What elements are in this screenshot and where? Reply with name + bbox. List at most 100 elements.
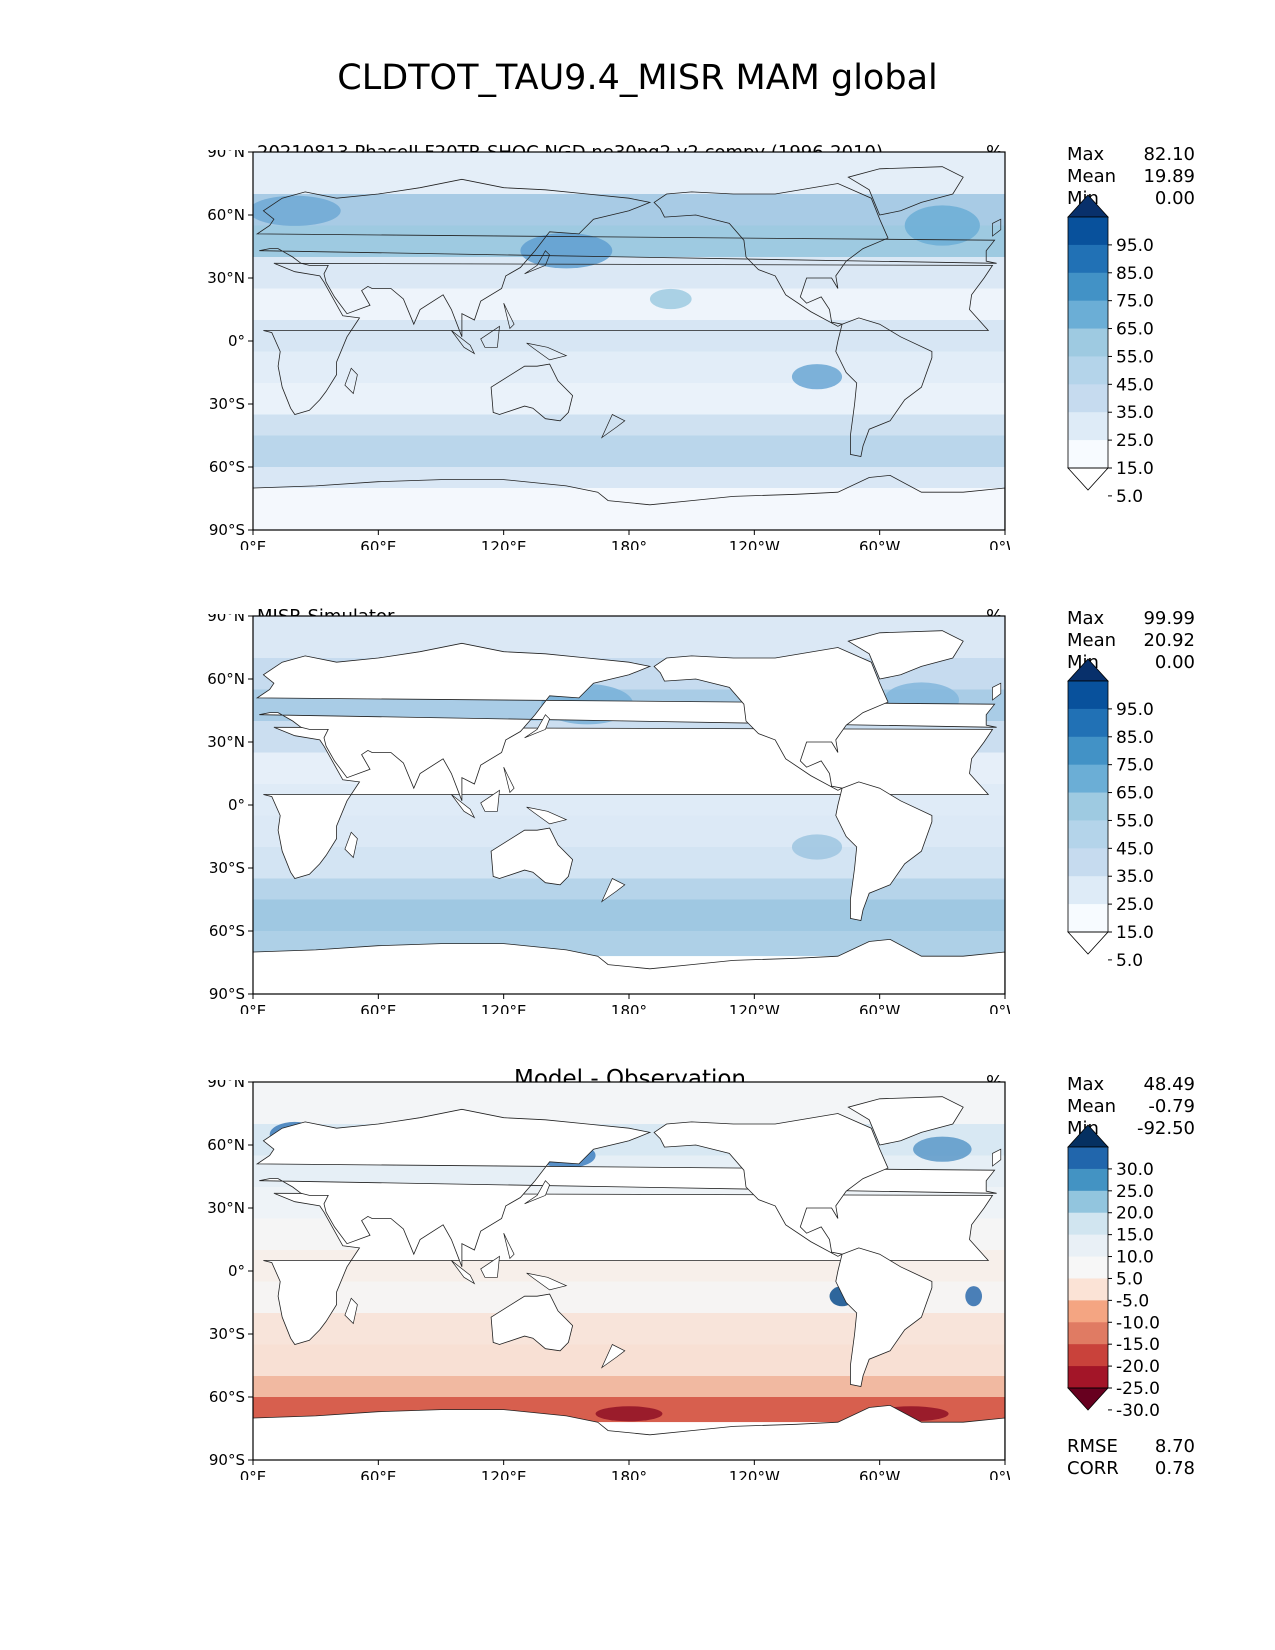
field-feature: [904, 205, 980, 246]
stat-rmse-label: RMSE: [1067, 1436, 1118, 1457]
lon-tick-label: 0°W: [989, 1002, 1010, 1014]
colorbar-segment: [1068, 1300, 1108, 1323]
coastline: [847, 166, 964, 216]
colorbar-extend-top: [1067, 658, 1109, 682]
coastline: [653, 647, 889, 791]
colorbar-tick-label: 55.0: [1116, 347, 1154, 367]
field-feature: [520, 233, 613, 269]
coastline: [503, 303, 515, 330]
figure-title: CLDTOT_TAU9.4_MISR MAM global: [337, 58, 938, 98]
coastline: [451, 794, 476, 819]
colorbar-tick-label: 25.0: [1116, 1182, 1154, 1202]
lat-tick-label: 60°S: [209, 922, 245, 940]
lat-tick-label: 90°N: [207, 1080, 245, 1091]
coastline: [480, 789, 500, 812]
lat-tick-label: 90°N: [207, 150, 245, 161]
colorbar-tick-label: -15.0: [1116, 1335, 1160, 1355]
stats-block: Max 48.49 Mean -0.79 Min -92.50: [1067, 1074, 1195, 1140]
coastline: [526, 806, 568, 825]
coastline: [524, 1180, 551, 1205]
lon-tick-label: 120°W: [729, 538, 780, 550]
stat-rmse-value: 8.70: [1154, 1436, 1195, 1457]
colorbar-segment: [1068, 820, 1108, 849]
lon-tick-label: 180°: [611, 1468, 647, 1480]
colorbar-tick-label: 15.0: [1116, 459, 1154, 479]
stat-max-value: 48.49: [1143, 1074, 1195, 1095]
stat-mean-value: 19.89: [1143, 166, 1195, 187]
colorbar-tick-label: 45.0: [1116, 375, 1154, 395]
field-band: [253, 351, 1005, 383]
field-band: [253, 1376, 1005, 1397]
panel-model: 20210813.PhaseII.F20TR-SHOC.NGD.ne30pg2.…: [0, 142, 1275, 610]
lon-tick-label: 0°W: [989, 1468, 1010, 1480]
colorbar-tick-label: 10.0: [1116, 1248, 1154, 1268]
colorbar-extend-bottom: [1067, 1387, 1109, 1411]
colorbar-tick-label: 65.0: [1116, 320, 1154, 340]
colorbar-segment: [1068, 764, 1108, 794]
colorbar-segment: [1068, 736, 1108, 766]
field-band: [253, 383, 1005, 415]
colorbar-segment: [1068, 244, 1108, 274]
colorbar-tick-label: -10.0: [1116, 1313, 1160, 1333]
coastline: [255, 178, 997, 337]
lat-tick-label: 90°S: [209, 985, 245, 1003]
field-band: [253, 257, 1005, 289]
coastline: [600, 414, 626, 439]
colorbar-segment: [1068, 272, 1108, 302]
stat-mean-label: Mean: [1067, 166, 1117, 187]
colorbar-tick-label: 65.0: [1116, 784, 1154, 804]
colorbar: 95.0 85.0 75.0 65.0 55.0 45.0 35.0 25.0 15.0 5.0: [1067, 658, 1154, 971]
coastline: [451, 1260, 476, 1285]
colorbar-tick-label: 55.0: [1116, 811, 1154, 831]
field-band: [253, 414, 1005, 436]
colorbar-segment: [1068, 300, 1108, 330]
lon-tick-label: 60°E: [360, 1002, 396, 1014]
colorbar: 95.0 85.0 75.0 65.0 55.0 45.0 35.0 25.0 15.0 5.0: [1067, 194, 1154, 507]
lat-tick-label: 30°N: [207, 733, 245, 751]
lon-tick-label: 60°W: [859, 1002, 901, 1014]
panel-difference: Model - Observation % 90°N60°N30°N0°30°S…: [0, 1066, 1275, 1540]
stat-corr-value: 0.78: [1154, 1458, 1195, 1479]
stat-max-label: Max: [1067, 1074, 1105, 1095]
colorbar-segment: [1068, 1147, 1108, 1170]
stat-corr-label: CORR: [1067, 1458, 1119, 1479]
coastline: [653, 183, 889, 327]
coastline: [524, 250, 551, 275]
coastline: [253, 1404, 1005, 1460]
field-band: [253, 878, 1005, 900]
map-field: [253, 152, 1005, 530]
lat-tick-label: 90°S: [209, 521, 245, 539]
colorbar-tick-label: 35.0: [1116, 403, 1154, 423]
colorbar-tick-label: 95.0: [1116, 700, 1154, 720]
map-model: 90°N 60°N 30°N 0° 30°S 60°S 90°S0°E 60°E 120°E 18…: [207, 150, 1010, 550]
coastline: [344, 367, 358, 395]
colorbar-segment: [1068, 792, 1108, 821]
colorbar-segment: [1068, 1366, 1108, 1389]
lon-tick-label: 60°W: [859, 1468, 901, 1480]
coastline: [835, 317, 933, 457]
coastline: [835, 781, 933, 921]
lat-tick-label: 30°N: [207, 269, 245, 287]
stat-min-value: 0.00: [1154, 652, 1195, 673]
coastline: [847, 630, 964, 680]
coastline: [263, 1192, 994, 1345]
coastline: [490, 1293, 574, 1352]
coastline: [253, 474, 1005, 530]
colorbar-tick-label: 45.0: [1116, 839, 1154, 859]
colorbar-frame: [1067, 216, 1109, 469]
stats-block: Max 99.99 Mean 20.92 Min 0.00: [1067, 608, 1195, 674]
colorbar-segment: [1068, 1168, 1108, 1192]
coastline: [480, 325, 500, 348]
lon-tick-label: 0°E: [240, 1468, 267, 1480]
colorbar-tick-label: -20.0: [1116, 1357, 1160, 1377]
field-band: [253, 899, 1005, 931]
field-band: [253, 288, 1005, 320]
field-feature: [253, 195, 341, 226]
lat-tick-label: 90°N: [207, 614, 245, 625]
stat-mean-label: Mean: [1067, 630, 1117, 651]
colorbar-tick-label: 20.0: [1116, 1204, 1154, 1224]
colorbar-frame: [1067, 680, 1109, 933]
colorbar-tick-label: 30.0: [1116, 1160, 1154, 1180]
colorbar-tick-label: 25.0: [1116, 895, 1154, 915]
colorbar-segment: [1068, 876, 1108, 905]
